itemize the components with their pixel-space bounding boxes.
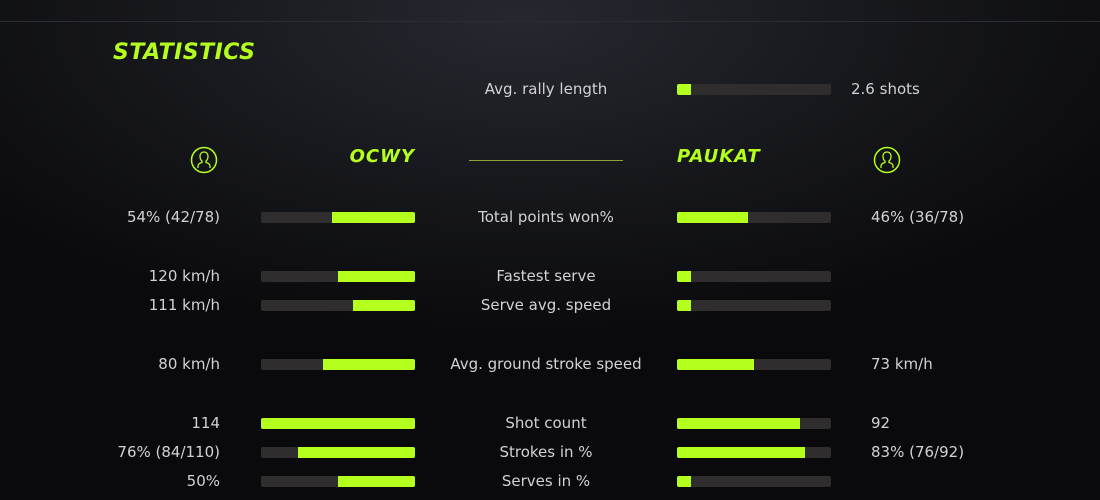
stat-left-bar-fill (297, 447, 415, 458)
stat-right-value: 46% (36/78) (871, 208, 965, 226)
stat-left-bar (261, 418, 415, 429)
stat-left-value: 111 km/h (148, 296, 220, 314)
stat-right-value: 92 (871, 414, 891, 432)
stat-left-bar (261, 476, 415, 487)
stat-right-bar-fill (677, 447, 805, 458)
stat-left-bar-fill (338, 476, 415, 487)
stat-label: Serves in % (501, 472, 591, 490)
stat-right-bar (677, 300, 831, 311)
stat-right-bar-fill (677, 300, 691, 311)
stat-right-bar-fill (677, 359, 754, 370)
page-title: STATISTICS (113, 40, 256, 65)
rally-value: 2.6 shots (851, 80, 920, 98)
stat-right-bar-fill (677, 476, 691, 487)
rally-bar-fill (677, 84, 691, 95)
stat-right-bar (677, 271, 831, 282)
stat-right-bar (677, 476, 831, 487)
stat-left-bar (261, 212, 415, 223)
stat-right-bar-fill (677, 418, 801, 429)
stat-label: Strokes in % (499, 443, 593, 461)
stat-left-value: 54% (42/78) (126, 208, 220, 226)
stat-left-value: 80 km/h (158, 355, 220, 373)
stat-right-value: 73 km/h (871, 355, 933, 373)
top-divider (0, 21, 1100, 22)
stat-right-bar-fill (677, 271, 691, 282)
stat-left-bar-fill (331, 212, 415, 223)
stat-label: Shot count (505, 414, 587, 432)
stat-left-bar-fill (353, 300, 415, 311)
stat-right-bar-fill (677, 212, 748, 223)
stat-label: Total points won% (478, 208, 614, 226)
player-left-name: OCWY (349, 146, 415, 167)
user-circle-icon (190, 146, 218, 174)
stat-label: Avg. ground stroke speed (450, 355, 642, 373)
stat-label: Fastest serve (496, 267, 596, 285)
rally-bar (677, 84, 831, 95)
stat-left-value: 120 km/h (148, 267, 220, 285)
stat-left-bar (261, 300, 415, 311)
stat-left-bar (261, 447, 415, 458)
stat-left-value: 50% (186, 472, 220, 490)
stat-label: Serve avg. speed (480, 296, 612, 314)
stat-right-bar (677, 418, 831, 429)
header-divider (469, 160, 623, 161)
stat-right-bar (677, 447, 831, 458)
rally-label: Avg. rally length (484, 80, 608, 98)
stat-left-bar (261, 271, 415, 282)
stat-left-bar (261, 359, 415, 370)
player-right-name: PAUKAT (677, 146, 761, 167)
stat-left-value: 114 (191, 414, 220, 432)
stat-right-bar (677, 212, 831, 223)
stat-right-bar (677, 359, 831, 370)
stat-left-bar-fill (338, 271, 415, 282)
stat-left-bar-fill (261, 418, 415, 429)
stat-right-value: 83% (76/92) (871, 443, 965, 461)
stat-left-value: 76% (84/110) (117, 443, 220, 461)
user-circle-icon (873, 146, 901, 174)
stat-left-bar-fill (322, 359, 415, 370)
